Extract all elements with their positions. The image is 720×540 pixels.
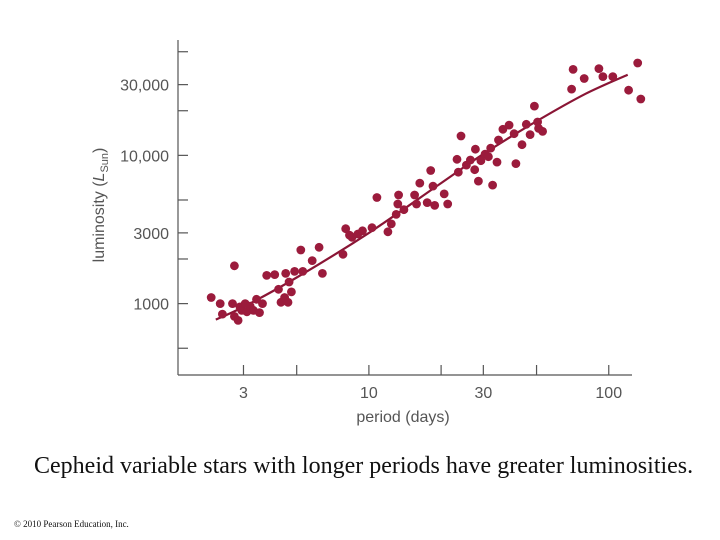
- axes: 1000 3000 10,000 30,000 3 10 30 100: [120, 40, 632, 402]
- data-point: [394, 190, 403, 200]
- data-point: [486, 143, 496, 153]
- data-point: [391, 210, 401, 219]
- data-point: [338, 249, 348, 259]
- data-point: [281, 269, 291, 278]
- data-point: [372, 193, 382, 202]
- data-point: [274, 284, 283, 294]
- data-point: [443, 199, 453, 209]
- x-tick-label: 3: [239, 385, 248, 402]
- data-point: [383, 227, 393, 237]
- data-point: [470, 165, 480, 175]
- data-point: [206, 293, 216, 302]
- data-point: [298, 267, 308, 276]
- x-tick-label: 30: [474, 385, 492, 402]
- data-point: [466, 155, 475, 165]
- data-point: [511, 159, 521, 169]
- data-point: [636, 94, 646, 104]
- data-point: [399, 205, 409, 215]
- data-point: [579, 74, 589, 83]
- data-point: [484, 152, 493, 162]
- data-point: [567, 84, 576, 94]
- data-point: [488, 180, 497, 190]
- data-point: [504, 120, 514, 130]
- trend-line: [215, 73, 629, 321]
- x-axis-label: period (days): [356, 409, 449, 426]
- data-point: [287, 287, 296, 297]
- data-point: [228, 299, 237, 308]
- y-tick-label: 1000: [133, 297, 169, 314]
- data-point: [233, 316, 243, 325]
- data-point: [624, 85, 633, 95]
- y-axis-label: luminosity (LSun): [91, 148, 111, 263]
- data-point: [415, 178, 425, 188]
- data-point: [314, 242, 324, 252]
- data-point: [307, 256, 317, 265]
- data-point: [215, 299, 225, 308]
- points-layer: [206, 58, 646, 325]
- data-point: [284, 277, 294, 287]
- data-point: [533, 117, 542, 127]
- data-point: [283, 297, 293, 307]
- data-point: [255, 308, 264, 317]
- data-point: [296, 245, 306, 255]
- data-point: [412, 199, 421, 209]
- figure-caption: Cepheid variable stars with longer perio…: [34, 453, 694, 479]
- data-point: [538, 126, 547, 136]
- data-point: [498, 124, 508, 134]
- data-point: [633, 58, 643, 68]
- cepheid-chart: 1000 3000 10,000 30,000 3 10 30 100 period (day…: [91, 40, 646, 426]
- data-point: [430, 201, 440, 210]
- data-point: [456, 131, 466, 141]
- data-point: [439, 189, 449, 199]
- y-tick-label: 3000: [133, 226, 169, 243]
- data-point: [358, 226, 367, 236]
- trend-layer: [215, 73, 629, 321]
- data-point: [422, 198, 432, 208]
- data-point: [367, 223, 377, 233]
- data-point: [476, 156, 486, 166]
- data-point: [530, 101, 539, 111]
- data-point: [494, 135, 503, 145]
- data-point: [608, 72, 618, 81]
- data-point: [428, 181, 438, 191]
- data-point: [492, 157, 502, 167]
- data-point: [474, 176, 483, 186]
- y-tick-label: 10,000: [120, 148, 169, 165]
- data-point: [410, 190, 419, 200]
- x-tick-label: 100: [595, 385, 622, 402]
- y-tick-label: 30,000: [120, 78, 169, 95]
- data-point: [230, 261, 239, 271]
- data-point: [525, 130, 535, 140]
- data-point: [262, 271, 272, 280]
- data-point: [453, 167, 463, 177]
- data-point: [568, 65, 578, 74]
- x-tick-label: 10: [360, 385, 378, 402]
- data-point: [594, 64, 604, 73]
- data-point: [598, 72, 608, 81]
- copyright-notice: © 2010 Pearson Education, Inc.: [14, 519, 129, 529]
- data-point: [521, 119, 531, 129]
- data-point: [290, 267, 299, 276]
- data-point: [509, 129, 519, 139]
- data-point: [393, 199, 403, 209]
- data-point: [341, 224, 351, 234]
- data-point: [218, 309, 227, 319]
- data-point: [517, 140, 527, 150]
- data-point: [452, 154, 462, 164]
- data-point: [471, 144, 480, 154]
- data-point: [270, 270, 280, 279]
- data-point: [386, 219, 396, 229]
- data-point: [258, 299, 267, 308]
- data-point: [318, 269, 327, 278]
- data-point: [426, 166, 436, 175]
